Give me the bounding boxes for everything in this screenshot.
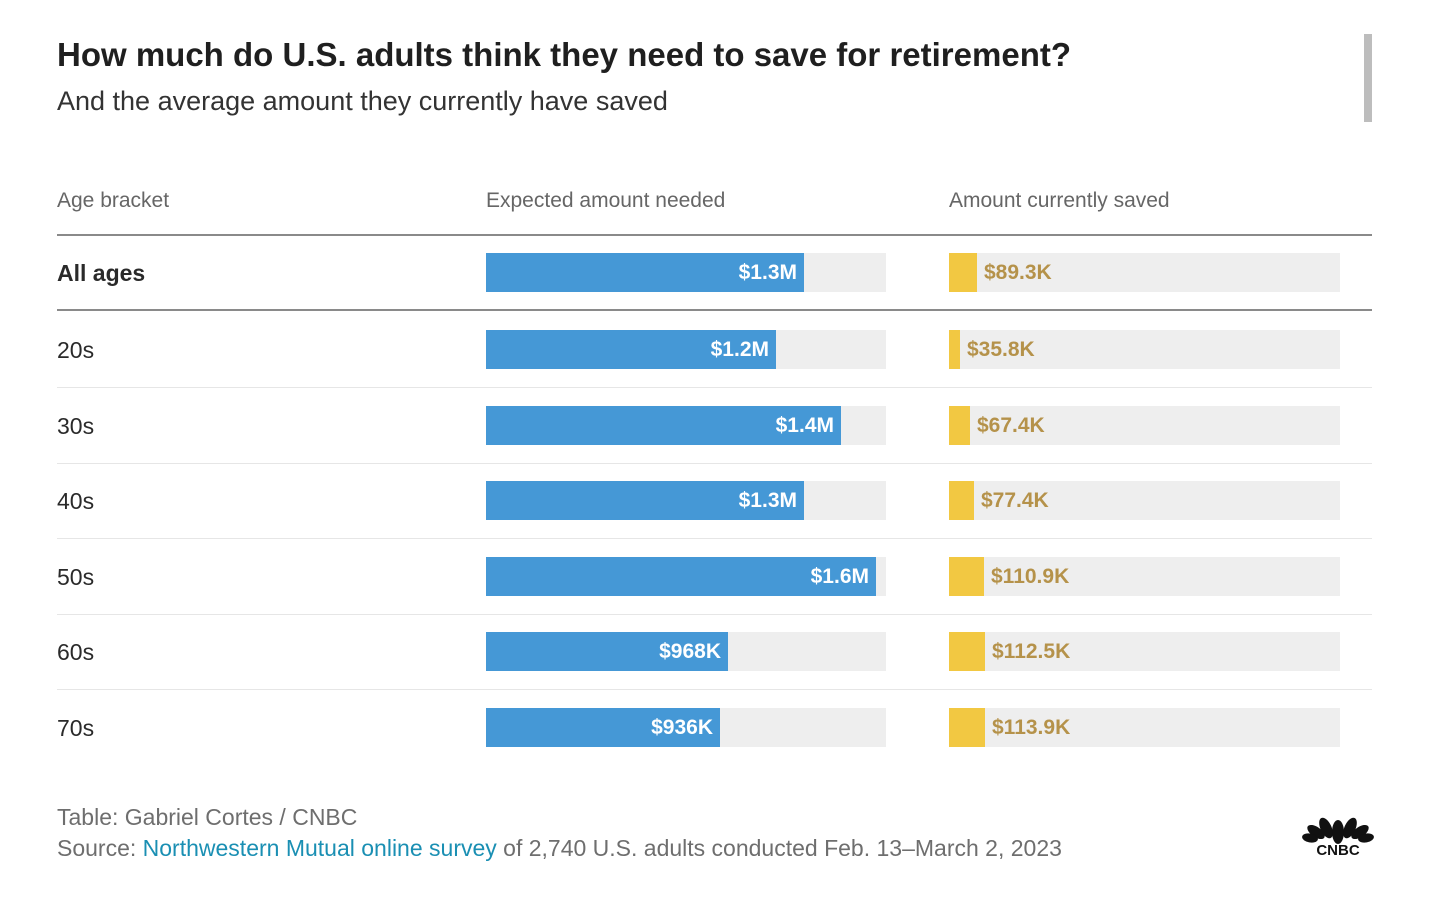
saved-bar-track: $112.5K bbox=[949, 632, 1340, 671]
expected-bar-track: $1.2M bbox=[486, 330, 886, 369]
saved-value-label: $35.8K bbox=[967, 338, 1035, 361]
row-divider bbox=[57, 538, 1372, 539]
chart-subtitle: And the average amount they currently ha… bbox=[57, 86, 668, 116]
expected-value-label: $1.3M bbox=[738, 489, 797, 512]
expected-bar-track: $1.3M bbox=[486, 253, 886, 292]
saved-bar-track: $35.8K bbox=[949, 330, 1340, 369]
expected-value-label: $936K bbox=[651, 715, 713, 739]
row-divider bbox=[57, 613, 1372, 615]
expected-value-label: $1.3M bbox=[738, 261, 797, 284]
saved-bar bbox=[949, 405, 970, 445]
saved-value-label: $89.3K bbox=[984, 261, 1052, 284]
saved-value-label: $113.9K bbox=[992, 715, 1071, 739]
expected-bar bbox=[486, 253, 804, 292]
source-line: Source: Northwestern Mutual online surve… bbox=[57, 835, 1062, 862]
saved-bar-track: $110.9K bbox=[949, 556, 1340, 596]
expected-bar-track: $1.3M bbox=[486, 481, 886, 520]
saved-bar bbox=[949, 556, 984, 596]
source-suffix: of 2,740 U.S. adults conducted Feb. 13–M… bbox=[496, 835, 1062, 861]
saved-value-label: $112.5K bbox=[992, 640, 1071, 663]
column-header-expected: Expected amount needed bbox=[486, 189, 726, 212]
row-divider bbox=[57, 309, 1372, 311]
expected-bar bbox=[486, 405, 841, 445]
expected-value-label: $1.2M bbox=[710, 338, 769, 361]
table-credit: Table: Gabriel Cortes / CNBC bbox=[57, 804, 358, 830]
saved-value-label: $67.4K bbox=[977, 413, 1045, 437]
row-label: 60s bbox=[57, 639, 95, 665]
saved-bar-track: $113.9K bbox=[949, 707, 1340, 747]
saved-bar-track: $89.3K bbox=[949, 253, 1340, 292]
row-label: 70s bbox=[57, 714, 95, 741]
expected-bar bbox=[486, 707, 720, 747]
row-divider bbox=[57, 462, 1372, 464]
scrollbar[interactable] bbox=[1364, 34, 1372, 122]
row-label: 20s bbox=[57, 337, 95, 363]
expected-bar bbox=[486, 330, 776, 369]
row-label: All ages bbox=[57, 260, 146, 286]
saved-bar-track: $67.4K bbox=[949, 405, 1340, 445]
saved-value-label: $77.4K bbox=[981, 489, 1049, 512]
saved-bar bbox=[949, 253, 977, 292]
cnbc-logo: CNBC bbox=[1302, 804, 1374, 860]
row-label: 30s bbox=[57, 412, 95, 439]
source-prefix: Source: bbox=[57, 835, 143, 861]
row-label: 50s bbox=[57, 563, 95, 590]
expected-bar-track: $968K bbox=[486, 632, 886, 671]
saved-bar bbox=[949, 632, 985, 671]
column-header-age: Age bracket bbox=[57, 189, 170, 212]
expected-value-label: $1.4M bbox=[775, 413, 834, 437]
expected-bar bbox=[486, 556, 876, 596]
chart-title: How much do U.S. adults think they need … bbox=[57, 36, 1071, 73]
row-label: 40s bbox=[57, 488, 95, 514]
logo-text: CNBC bbox=[1316, 842, 1360, 859]
saved-bar bbox=[949, 481, 974, 520]
expected-bar bbox=[486, 632, 728, 671]
saved-bar-track: $77.4K bbox=[949, 481, 1340, 520]
expected-value-label: $1.6M bbox=[810, 564, 869, 588]
column-header-saved: Amount currently saved bbox=[949, 189, 1170, 212]
source-link[interactable]: Northwestern Mutual online survey bbox=[142, 835, 497, 861]
saved-bar bbox=[949, 707, 985, 747]
saved-value-label: $110.9K bbox=[991, 564, 1070, 588]
expected-value-label: $968K bbox=[659, 640, 721, 663]
row-divider bbox=[57, 689, 1372, 690]
expected-bar-track: $936K bbox=[486, 707, 886, 747]
row-divider bbox=[57, 387, 1372, 388]
expected-bar-track: $1.6M bbox=[486, 556, 886, 596]
saved-bar bbox=[949, 330, 960, 369]
expected-bar bbox=[486, 481, 804, 520]
peacock-icon bbox=[1302, 817, 1374, 844]
header-divider bbox=[57, 234, 1372, 236]
expected-bar-track: $1.4M bbox=[486, 405, 886, 445]
